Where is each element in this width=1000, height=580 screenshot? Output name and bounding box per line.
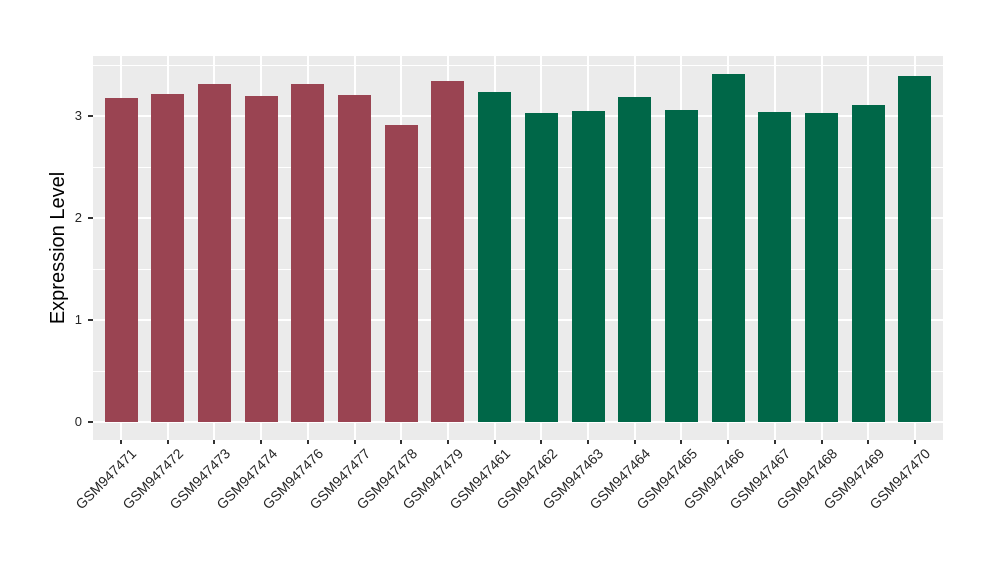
plot-panel xyxy=(93,56,943,440)
bar xyxy=(898,75,932,422)
gridline-minor-horizontal xyxy=(93,65,943,67)
gridline-minor-horizontal xyxy=(93,370,943,372)
x-axis-tick xyxy=(120,440,123,444)
x-axis-tick xyxy=(633,440,636,444)
bar xyxy=(197,83,231,422)
bar xyxy=(805,113,839,422)
bar xyxy=(711,73,745,422)
bar xyxy=(431,80,465,422)
x-axis-tick xyxy=(400,440,403,444)
bar xyxy=(244,96,278,422)
x-axis-tick xyxy=(306,440,309,444)
x-axis-tick xyxy=(727,440,730,444)
bar xyxy=(151,94,185,422)
x-axis-tick xyxy=(540,440,543,444)
x-axis-tick xyxy=(867,440,870,444)
bar xyxy=(618,97,652,422)
bar xyxy=(338,95,372,422)
y-tick-label: 1 xyxy=(74,312,82,328)
gridline-major-horizontal xyxy=(93,420,943,423)
x-axis-tick xyxy=(260,440,263,444)
gridline-minor-horizontal xyxy=(93,268,943,270)
gridline-major-horizontal xyxy=(93,115,943,118)
y-axis-tick xyxy=(88,217,93,220)
y-axis-title: Expression Level xyxy=(47,171,69,325)
x-axis-tick xyxy=(166,440,169,444)
gridline-major-horizontal xyxy=(93,319,943,322)
bar xyxy=(758,112,792,422)
x-axis-tick xyxy=(913,440,916,444)
x-axis-tick xyxy=(493,440,496,444)
x-axis-tick xyxy=(587,440,590,444)
bar xyxy=(384,124,418,422)
gridline-minor-horizontal xyxy=(93,166,943,168)
x-axis-tick xyxy=(773,440,776,444)
x-axis-tick xyxy=(353,440,356,444)
bar xyxy=(571,111,605,422)
x-axis-tick xyxy=(820,440,823,444)
x-axis-tick xyxy=(446,440,449,444)
bar xyxy=(524,113,558,422)
y-axis-tick xyxy=(88,115,93,118)
bar xyxy=(478,92,512,422)
y-axis-tick xyxy=(88,319,93,322)
y-tick-label: 2 xyxy=(74,210,82,226)
y-tick-label: 3 xyxy=(74,108,82,124)
x-axis-tick xyxy=(680,440,683,444)
bar xyxy=(104,98,138,422)
bar xyxy=(851,105,885,422)
bar xyxy=(291,83,325,422)
x-axis-tick xyxy=(213,440,216,444)
y-axis-tick xyxy=(88,420,93,423)
bar xyxy=(664,110,698,422)
gridline-major-horizontal xyxy=(93,217,943,220)
y-tick-label: 0 xyxy=(74,413,82,429)
